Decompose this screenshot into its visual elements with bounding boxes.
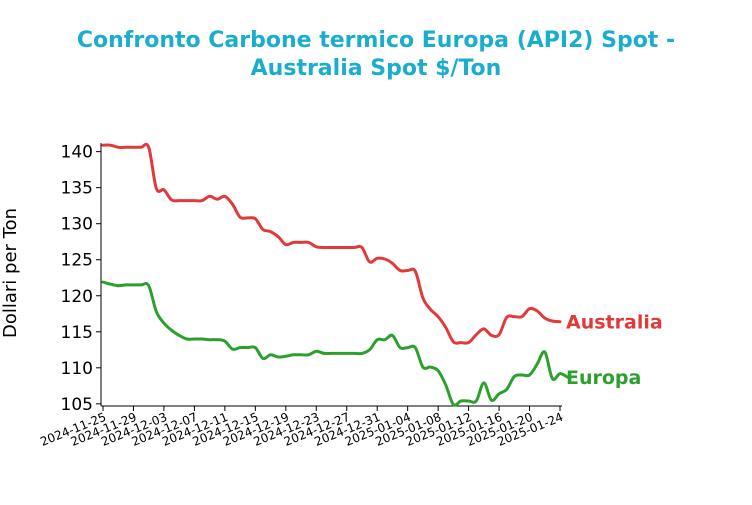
y-tick-label: 120	[61, 287, 93, 307]
series-label-australia: Australia	[566, 312, 663, 334]
chart-title-line-1: Confronto Carbone termico Europa (API2) …	[77, 28, 675, 53]
series-labels: Australia Europa	[566, 312, 663, 389]
series-line-australia	[101, 142, 562, 345]
y-tick-label: 130	[61, 215, 93, 235]
series-label-europa: Europa	[566, 367, 641, 389]
y-axis-label: Dollari per Ton	[0, 208, 21, 338]
y-tick-label: 115	[61, 323, 93, 343]
series-lines	[101, 142, 570, 407]
y-tick-label: 110	[61, 359, 93, 379]
axes: 1051101151201251301351402024-11-252024-1…	[38, 143, 565, 449]
y-tick-label: 125	[61, 251, 93, 271]
series-line-europa	[101, 280, 570, 407]
y-tick-label: 135	[61, 179, 93, 199]
y-tick-label: 140	[61, 143, 93, 163]
chart-title-line-2: Australia Spot $/Ton	[251, 56, 502, 81]
y-tick-label: 105	[61, 395, 93, 415]
